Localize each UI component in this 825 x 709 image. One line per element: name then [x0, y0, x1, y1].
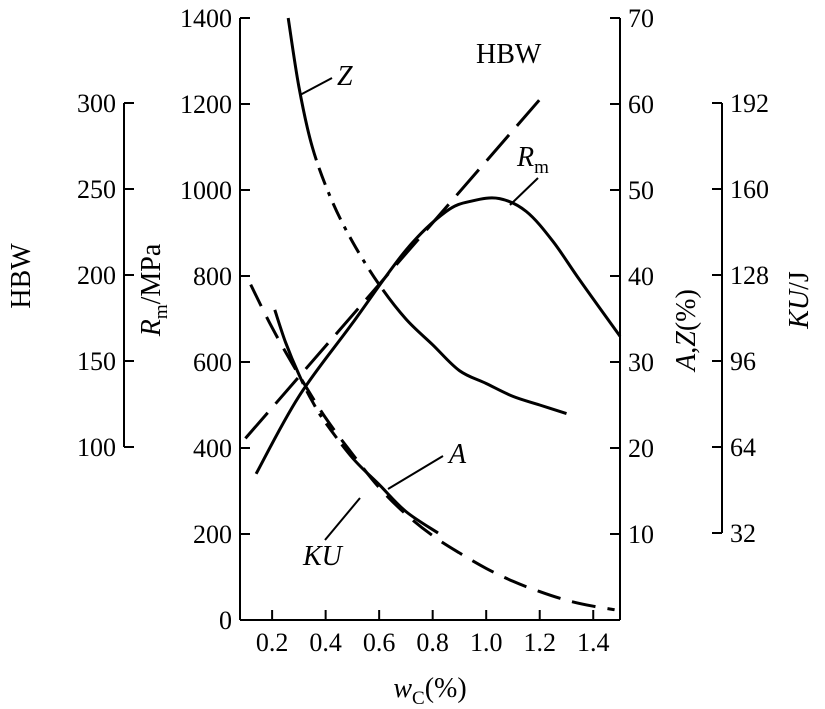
annotation-hbw: HBW: [476, 39, 542, 70]
az-axis-label: A,Z(%): [671, 289, 702, 373]
hbw-tick-label: 200: [77, 261, 116, 290]
az-tick-label: 50: [628, 176, 654, 205]
plot-frame: [239, 18, 621, 621]
ku-ticks: 32 64 96 128 160 192: [712, 89, 769, 548]
series-layer: [244, 17, 622, 612]
hbw-axis-label: HBW: [6, 243, 37, 309]
hbw-tick-label: 150: [77, 347, 116, 376]
hbw-tick-label: 250: [77, 175, 116, 204]
az-tick-label: 40: [628, 262, 654, 291]
ku-tick-label: 192: [730, 89, 769, 118]
x-tick-label: 1.0: [470, 628, 503, 657]
x-tick-label: 0.2: [256, 628, 289, 657]
series-a-line: [249, 283, 615, 612]
ku-axis-label: KU/J: [784, 271, 815, 330]
az-tick-label: 20: [628, 434, 654, 463]
annotations: HBW Rm Z A KU: [299, 39, 549, 572]
az-tick-label: 30: [628, 348, 654, 377]
x-tick-label: 1.2: [523, 628, 556, 657]
x-tick-label: 0.8: [416, 628, 449, 657]
annotation-z: Z: [337, 61, 353, 92]
hbw-axis: 100 150 200 250 300 HBW: [6, 89, 134, 462]
hbw-ticks: 100 150 200 250 300: [77, 89, 134, 462]
rm-tick-label: 800: [193, 262, 232, 291]
rm-tick-label: 1200: [180, 90, 232, 119]
az-tick-label: 10: [628, 520, 654, 549]
rm-tick-label: 200: [193, 520, 232, 549]
hbw-tick-label: 300: [77, 89, 116, 118]
series-hbw-line: [244, 98, 541, 440]
az-tick-label: 70: [628, 4, 654, 33]
x-ticks: 0.2 0.4 0.6 0.8 1.0 1.2 1.4: [256, 610, 610, 657]
hbw-tick-label: 100: [77, 433, 116, 462]
x-tick-label: 0.4: [309, 628, 342, 657]
ku-tick-label: 96: [730, 347, 756, 376]
series-ku-line: [273, 309, 439, 535]
annotation-ku: KU: [302, 541, 344, 572]
rm-tick-label: 1000: [180, 176, 232, 205]
ku-tick-label: 64: [730, 433, 756, 462]
series-rm-line: [254, 196, 622, 475]
rm-axis-label: Rm/MPa: [136, 243, 172, 337]
annotation-ku-leader: [324, 497, 361, 541]
rm-tick-label: 0: [219, 606, 232, 635]
series-z-line: [286, 17, 567, 416]
rm-tick-label: 1400: [180, 4, 232, 33]
ku-axis: 32 64 96 128 160 192 KU/J: [712, 89, 815, 548]
rm-tick-label: 400: [193, 434, 232, 463]
ku-tick-label: 128: [730, 261, 769, 290]
az-ticks: 10 20 30 40 50 60 70: [610, 4, 654, 549]
annotation-a-leader: [387, 455, 444, 490]
rm-ticks: 0 200 400 600 800 1000 1200 1400: [180, 4, 250, 635]
annotation-z-leader: [299, 77, 333, 96]
az-tick-label: 60: [628, 90, 654, 119]
x-tick-label: 0.6: [363, 628, 396, 657]
ku-tick-label: 32: [730, 519, 756, 548]
ku-tick-label: 160: [730, 175, 769, 204]
rm-tick-label: 600: [193, 348, 232, 377]
x-tick-label: 1.4: [577, 628, 610, 657]
x-axis-label: wC(%): [393, 673, 466, 709]
annotation-rm: Rm: [516, 142, 549, 178]
annotation-rm-leader: [509, 177, 539, 206]
annotation-a: A: [447, 439, 467, 470]
